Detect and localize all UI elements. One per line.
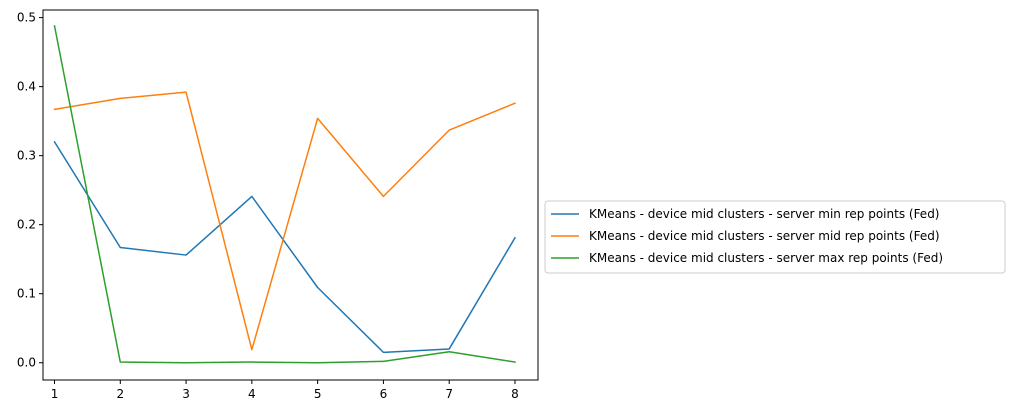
y-axis: 0.0 0.1 0.2 0.3 0.4 0.5 — [17, 11, 43, 370]
series-line-1 — [53, 140, 517, 354]
x-tick-label: 3 — [182, 387, 190, 401]
y-tick-label: 0.0 — [17, 356, 36, 370]
series-line-3 — [53, 24, 516, 364]
x-tick-label: 5 — [314, 387, 322, 401]
legend: KMeans - device mid clusters - server mi… — [544, 200, 1006, 274]
y-tick-label: 0.1 — [17, 287, 36, 301]
legend-box — [544, 200, 1006, 274]
legend-label: KMeans - device mid clusters - server mi… — [589, 207, 940, 221]
x-tick-label: 7 — [445, 387, 453, 401]
x-tick-label: 2 — [116, 387, 124, 401]
x-axis: 1 2 3 4 5 6 7 8 — [51, 380, 519, 401]
x-tick-label: 8 — [511, 387, 519, 401]
y-tick-label: 0.5 — [17, 11, 36, 25]
x-tick-label: 1 — [51, 387, 59, 401]
y-tick-label: 0.2 — [17, 218, 36, 232]
plot-area — [42, 9, 539, 381]
legend-label: KMeans - device mid clusters - server ma… — [589, 251, 943, 265]
y-tick-label: 0.4 — [17, 80, 36, 94]
legend-label: KMeans - device mid clusters - server mi… — [589, 229, 940, 243]
series-line-2 — [53, 91, 516, 351]
axes-frame — [42, 9, 539, 381]
y-tick-label: 0.3 — [17, 149, 36, 163]
series-layer — [53, 24, 517, 364]
x-tick-label: 4 — [248, 387, 256, 401]
x-tick-label: 6 — [380, 387, 388, 401]
